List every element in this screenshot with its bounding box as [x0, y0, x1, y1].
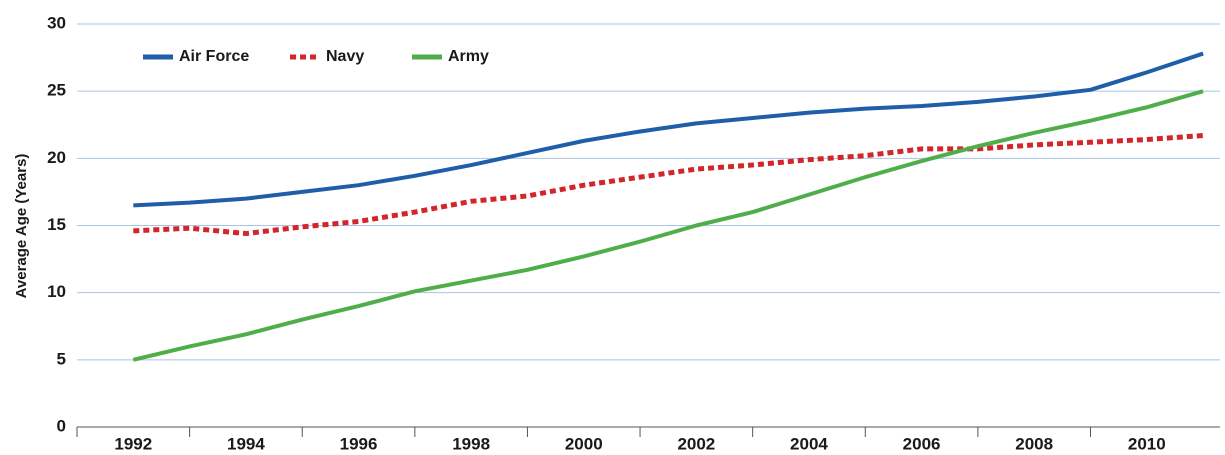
legend-label: Air Force	[179, 48, 249, 65]
legend-label: Army	[448, 48, 489, 65]
series-line	[132, 89, 1204, 362]
x-tick-label: 2002	[677, 434, 715, 453]
y-axis-label: Average Age (Years)	[13, 154, 30, 299]
x-tick-label: 1996	[340, 434, 378, 453]
x-tick-label: 1998	[452, 434, 490, 453]
y-tick-label: 10	[47, 282, 66, 301]
x-tick-label: 1992	[114, 434, 152, 453]
x-tick-label: 2010	[1128, 434, 1166, 453]
x-tick-label: 1994	[227, 434, 265, 453]
y-tick-label: 20	[47, 148, 66, 167]
y-tick-label: 15	[47, 215, 66, 234]
y-tick-label: 0	[57, 416, 66, 435]
series-line	[133, 51, 1204, 208]
x-tick-label: 2000	[565, 434, 603, 453]
legend-label: Navy	[326, 48, 364, 65]
x-tick-label: 2006	[903, 434, 941, 453]
y-tick-label: 5	[57, 349, 66, 368]
y-tick-label: 30	[47, 13, 66, 32]
y-tick-label: 25	[47, 81, 66, 100]
x-tick-label: 2008	[1015, 434, 1053, 453]
x-tick-label: 2004	[790, 434, 828, 453]
series-line	[133, 133, 1204, 237]
